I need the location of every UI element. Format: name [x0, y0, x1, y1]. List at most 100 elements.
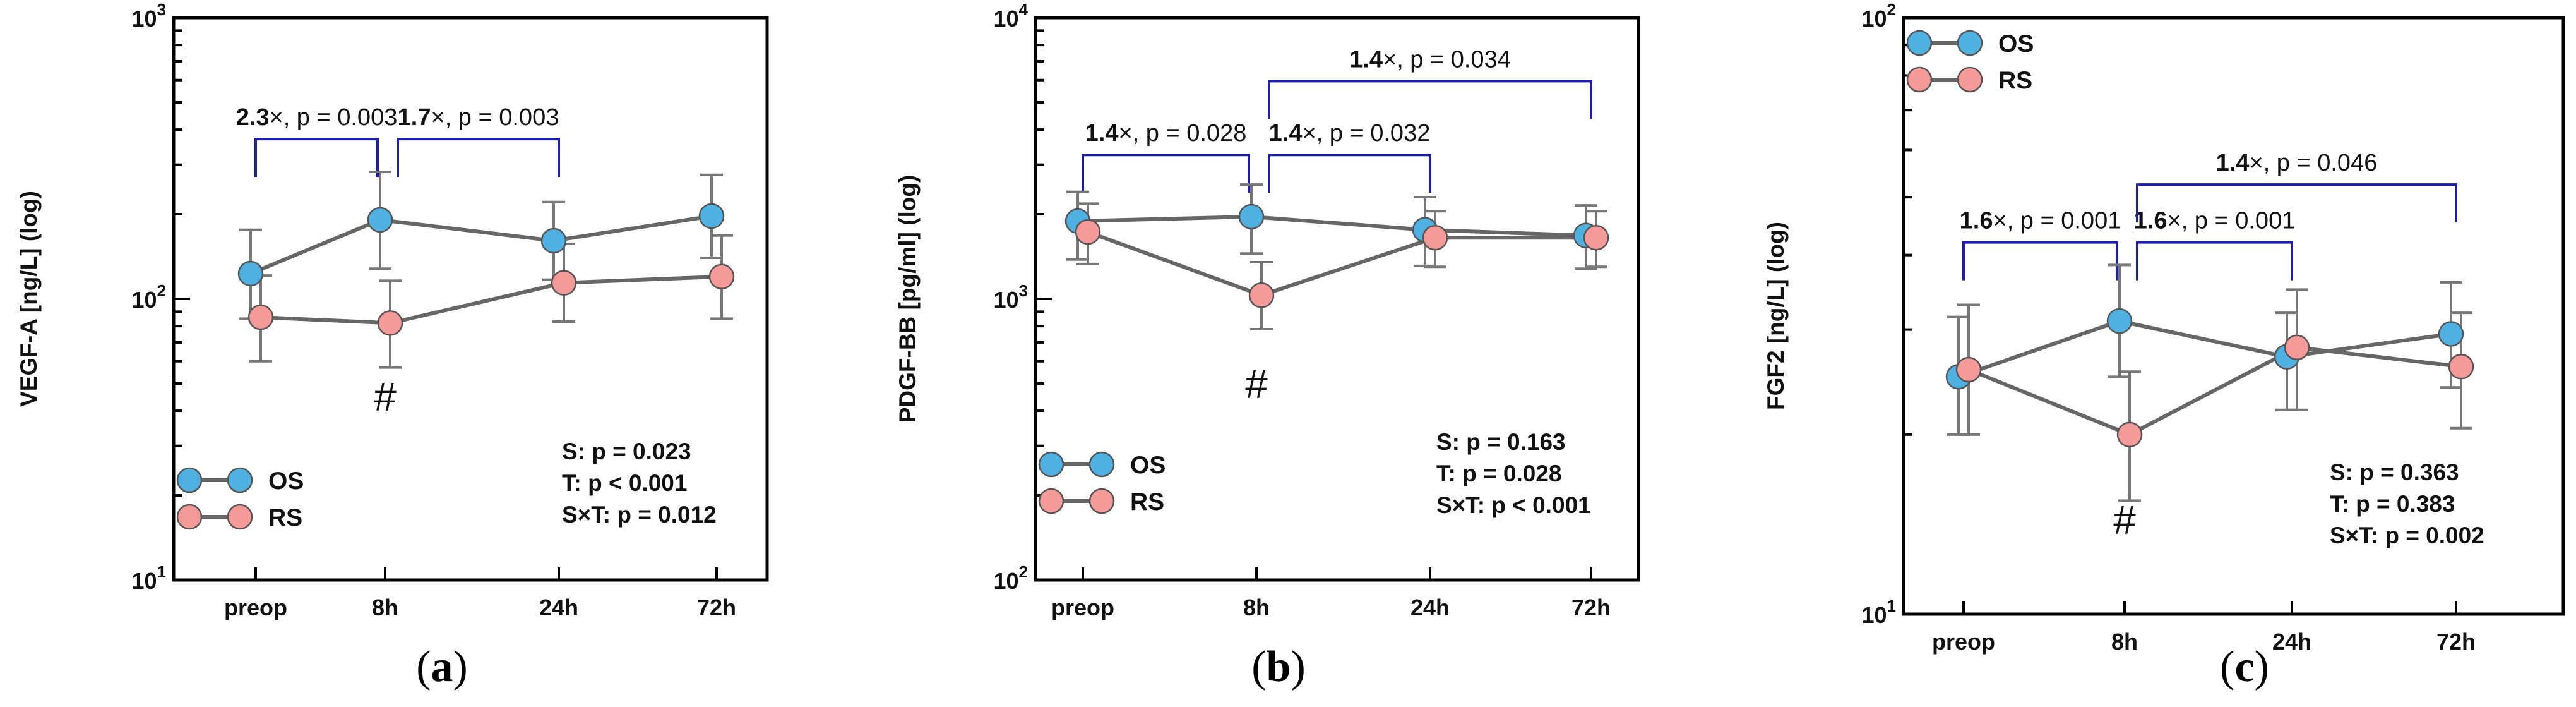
x-tick-label: 72h	[1571, 595, 1611, 620]
series-line-OS	[1958, 319, 2452, 379]
data-point-OS	[2106, 308, 2133, 334]
panel-paren: )	[453, 643, 468, 691]
data-point-RS	[551, 270, 577, 296]
legend-marker	[1906, 66, 1933, 93]
stats-line: S×T: p = 0.002	[2330, 523, 2484, 548]
x-tick-label: 24h	[2272, 629, 2311, 655]
significance-label: 1.4×, p = 0.046	[2216, 150, 2378, 176]
data-point-RS	[2116, 421, 2143, 448]
panel-paren: )	[2255, 643, 2269, 691]
stats-line: S×T: p < 0.001	[1436, 492, 1591, 518]
panel-paren: (	[1251, 643, 1266, 691]
legend-marker	[1038, 451, 1064, 478]
legend-marker	[1906, 30, 1933, 56]
legend-marker	[1038, 488, 1064, 514]
y-tick-label: 103	[131, 0, 166, 32]
p-value: , p = 0.001	[2181, 208, 2296, 234]
y-tick-label: 101	[1861, 596, 1896, 628]
y-tick-label: 101	[131, 562, 166, 594]
stats-line: T: p = 0.028	[1436, 461, 1561, 486]
legend-marker	[176, 504, 203, 530]
panel-paren: )	[1291, 643, 1305, 691]
p-value: , p = 0.003	[283, 104, 398, 131]
series-line-RS	[260, 274, 722, 325]
y-tick-label: 104	[993, 0, 1028, 32]
x-tick-label: 24h	[539, 595, 578, 620]
fold-change: 1.6	[1960, 208, 1993, 234]
y-tick-base: 10	[131, 6, 157, 32]
x-tick-label: 8h	[1243, 595, 1270, 620]
times-sign: ×	[1302, 120, 1316, 147]
y-tick-exponent: 3	[157, 0, 166, 19]
significance-bracket	[1082, 154, 1250, 193]
data-point-OS	[367, 207, 393, 233]
stats-line: S: p = 0.023	[562, 438, 691, 464]
x-tick-label: 8h	[372, 595, 398, 620]
y-axis-label: FGF2 [ng/L] (log)	[1763, 222, 1789, 410]
data-point-RS	[1422, 224, 1448, 251]
panel-letter: b	[1267, 643, 1291, 691]
p-value: , p = 0.046	[2263, 150, 2378, 176]
p-value: , p = 0.028	[1133, 120, 1247, 147]
x-tick-label: 8h	[2111, 629, 2138, 655]
y-tick-exponent: 2	[1019, 562, 1028, 581]
data-point-RS	[377, 310, 403, 336]
legend-label-RS: RS	[1130, 488, 1164, 516]
legend-label-OS: OS	[1130, 452, 1166, 479]
panel-letter: a	[431, 643, 453, 691]
y-tick-label: 102	[131, 281, 166, 313]
y-tick-base: 10	[993, 568, 1018, 594]
stats-line: S×T: p = 0.012	[562, 502, 717, 528]
series-line-OS	[249, 214, 712, 275]
hash-marker: #	[1245, 361, 1268, 407]
series-line-RS	[1967, 345, 2462, 437]
y-tick-exponent: 2	[1887, 0, 1896, 19]
plot-frame	[1902, 16, 2565, 616]
significance-bracket	[1268, 80, 1592, 119]
y-axis-label: VEGF-A [ng/L] (log)	[16, 191, 42, 407]
x-tick-label: 72h	[2436, 629, 2476, 655]
fold-change: 1.4	[2216, 150, 2250, 176]
times-sign: ×	[2249, 150, 2263, 176]
legend-marker	[227, 467, 253, 493]
y-tick-base: 10	[993, 6, 1018, 32]
legend-label-OS: OS	[268, 468, 304, 495]
data-point-RS	[1955, 356, 1982, 383]
data-point-RS	[1248, 282, 1275, 308]
x-tick-label: 24h	[1410, 595, 1450, 620]
panel-label: (b)	[1251, 643, 1306, 691]
y-tick-exponent: 1	[1887, 596, 1896, 615]
legend-marker	[1088, 488, 1115, 514]
significance-label: 1.4×, p = 0.032	[1269, 120, 1431, 147]
fold-change: 1.4	[1085, 120, 1119, 147]
data-point-RS	[1075, 219, 1101, 245]
times-sign: ×	[2167, 208, 2181, 234]
times-sign: ×	[431, 104, 444, 131]
x-tick-label: preop	[1051, 595, 1114, 620]
legend-label-OS: OS	[1998, 30, 2034, 57]
data-point-RS	[2448, 354, 2474, 380]
hash-marker: #	[374, 374, 397, 420]
significance-bracket	[397, 138, 560, 178]
significance-bracket	[1962, 241, 2118, 281]
times-sign: ×	[269, 104, 283, 131]
significance-bracket	[1268, 154, 1431, 193]
data-point-OS	[698, 203, 725, 229]
legend-marker	[1957, 30, 1983, 56]
y-tick-exponent: 1	[157, 562, 166, 581]
data-point-RS	[708, 263, 735, 290]
data-point-OS	[2438, 321, 2464, 347]
y-tick-base: 10	[993, 287, 1018, 313]
panel-letter: c	[2234, 643, 2254, 691]
x-tick-label: preop	[224, 595, 287, 620]
series-line-OS	[1077, 214, 1587, 238]
panel-paren: (	[416, 643, 431, 691]
significance-label: 1.6×, p = 0.001	[2134, 208, 2296, 234]
y-tick-base: 10	[131, 287, 157, 313]
stats-line: T: p = 0.383	[2330, 491, 2455, 517]
hash-marker: #	[2113, 497, 2136, 543]
legend-label-RS: RS	[1998, 67, 2032, 94]
y-tick-label: 103	[993, 281, 1028, 313]
